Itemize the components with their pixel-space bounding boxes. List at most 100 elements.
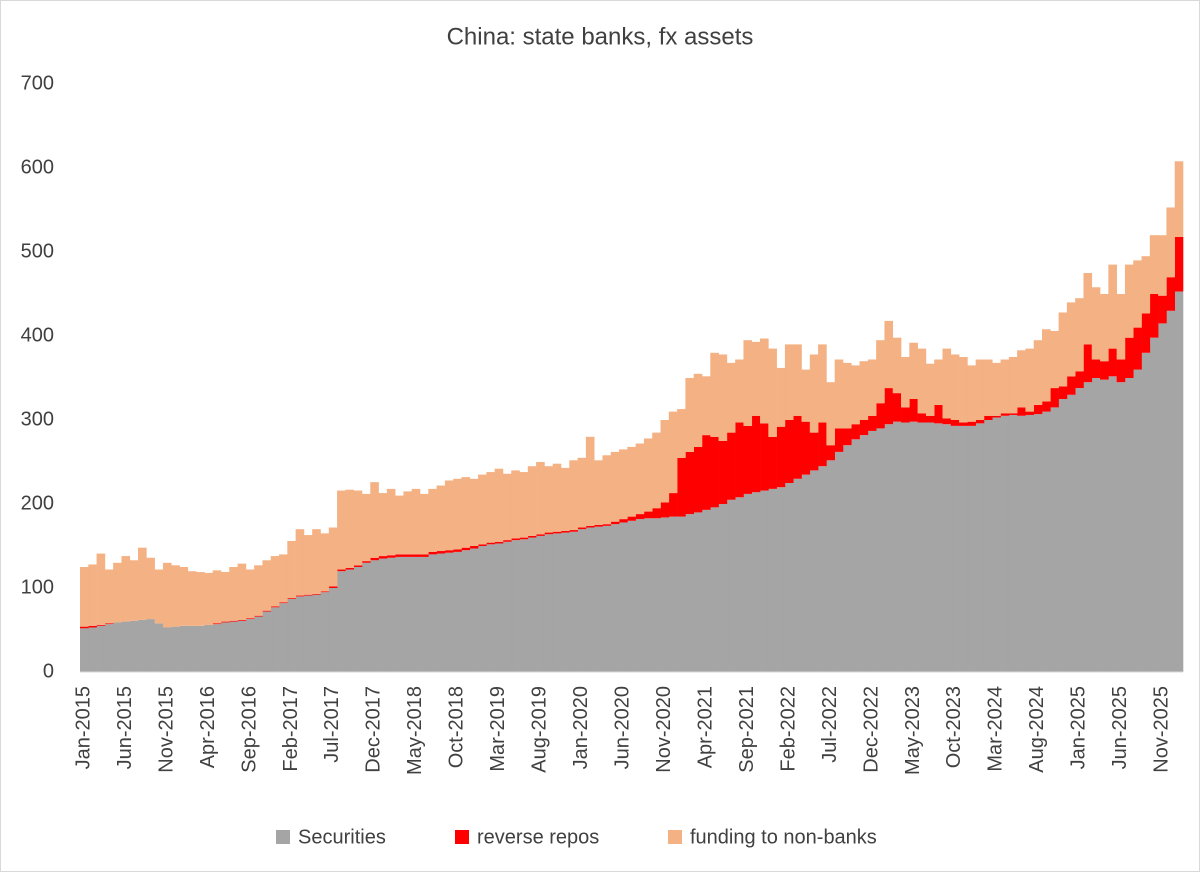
bar-segment: [859, 435, 869, 672]
bar-segment: [229, 621, 238, 672]
bar-segment: [892, 393, 902, 422]
bar-segment: [577, 529, 587, 672]
bar-segment: [1033, 340, 1043, 405]
x-tick-label: Jun-2025: [1109, 686, 1131, 769]
bar-segment: [146, 557, 155, 620]
bar-segment: [801, 474, 811, 672]
bar-segment: [826, 382, 835, 446]
bar-segment: [1141, 313, 1151, 353]
bar-segment: [925, 422, 935, 672]
bar-segment: [942, 418, 952, 425]
bar-segment: [420, 493, 429, 555]
bar-segment: [1166, 277, 1176, 311]
bar-segment: [809, 432, 819, 471]
bar-segment: [436, 551, 446, 554]
bar-segment: [411, 488, 421, 555]
bar-segment: [328, 588, 338, 672]
bar-segment: [1166, 310, 1176, 672]
bar-segment: [370, 482, 379, 558]
bar-segment: [710, 507, 719, 672]
bar-segment: [867, 359, 877, 416]
bar-segment: [685, 514, 694, 672]
bar-segment: [187, 571, 197, 626]
bar-segment: [1091, 359, 1101, 378]
bar-segment: [983, 420, 993, 672]
bar-segment: [901, 357, 910, 408]
bar-segment: [527, 537, 537, 672]
bar-segment: [502, 541, 512, 672]
bar-segment: [229, 620, 238, 622]
bar-segment: [171, 565, 180, 627]
bar-segment: [743, 425, 753, 494]
y-tick-label: 400: [21, 324, 54, 346]
bar-segment: [436, 485, 446, 552]
bar-segment: [967, 365, 976, 422]
y-tick-label: 500: [21, 240, 54, 262]
bar-segment: [453, 549, 462, 552]
bar-segment: [420, 556, 429, 672]
bar-segment: [859, 361, 869, 420]
bar-segment: [461, 550, 471, 672]
bar-segment: [1158, 235, 1167, 296]
bar-segment: [834, 428, 844, 452]
bar-segment: [536, 462, 545, 535]
bar-segment: [436, 553, 446, 672]
x-tick-label: Aug-2024: [1026, 686, 1048, 773]
bar-segment: [959, 422, 968, 426]
bar-segment: [1158, 295, 1167, 324]
x-tick-label: Jan-2020: [570, 686, 592, 769]
bar-segment: [1133, 327, 1142, 370]
bar-segment: [842, 428, 852, 446]
bar-segment: [154, 569, 164, 624]
bar-segment: [312, 594, 321, 672]
bar-segment: [1025, 411, 1035, 415]
bar-segment: [303, 594, 313, 596]
bar-segment: [992, 417, 1001, 672]
bar-segment: [1174, 236, 1184, 292]
bar-segment: [967, 425, 976, 672]
bar-segment: [544, 466, 554, 533]
bar-segment: [801, 369, 811, 422]
bar-segment: [577, 457, 587, 528]
bar-segment: [1124, 337, 1134, 378]
bar-segment: [212, 623, 222, 625]
bar-segment: [892, 337, 902, 394]
bar-segment: [1100, 294, 1109, 362]
bar-segment: [303, 535, 313, 595]
bar-segment: [469, 478, 479, 546]
bar-segment: [594, 460, 603, 525]
bar-segment: [627, 446, 636, 517]
bar-segment: [486, 472, 495, 543]
bar-segment: [1050, 330, 1059, 389]
bar-segment: [710, 352, 719, 437]
bar-segment: [279, 603, 288, 672]
bar-segment: [834, 451, 844, 672]
bar-segment: [220, 621, 230, 623]
bar-segment: [677, 457, 686, 517]
bar-segment: [511, 538, 520, 541]
bar-segment: [677, 516, 686, 672]
bar-segment: [353, 565, 363, 567]
bar-segment: [1174, 161, 1184, 237]
bar-segment: [569, 530, 578, 532]
bar-segment: [279, 602, 288, 604]
bar-segment: [1166, 207, 1176, 278]
bar-segment: [1017, 415, 1026, 672]
bar-segment: [88, 625, 97, 628]
y-tick-label: 600: [21, 156, 54, 178]
bar-segment: [585, 525, 595, 528]
bar-segment: [826, 445, 835, 461]
bar-segment: [768, 488, 777, 672]
bar-segment: [279, 554, 288, 603]
bar-segment: [237, 563, 247, 620]
bar-segment: [536, 535, 545, 672]
bar-segment: [818, 466, 827, 672]
x-tick-label: Feb-2022: [777, 686, 799, 772]
bar-segment: [701, 376, 711, 436]
bar-segment: [718, 441, 728, 504]
bar-segment: [428, 488, 437, 552]
bar-segment: [245, 569, 255, 619]
bar-segment: [768, 348, 777, 437]
bar-segment: [527, 466, 537, 536]
bar-segment: [237, 620, 247, 672]
